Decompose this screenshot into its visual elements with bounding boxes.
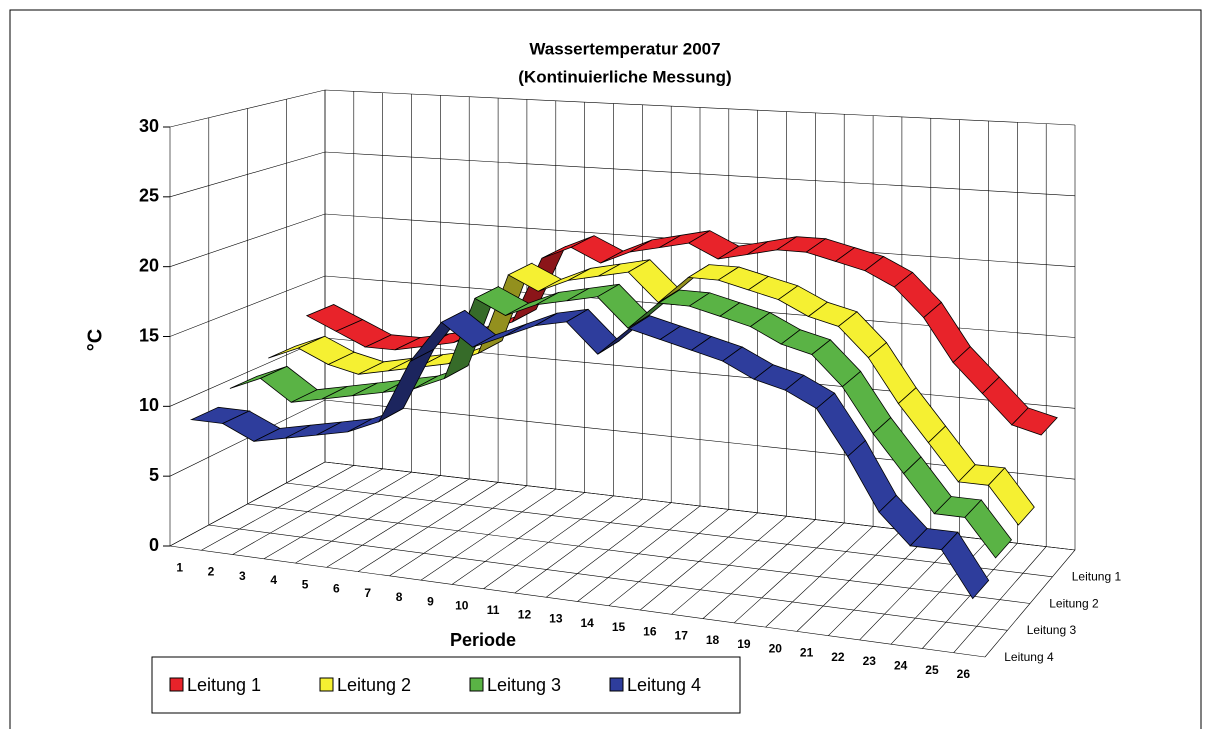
x-tick-label: 24 — [894, 658, 908, 672]
ribbon-segment — [570, 235, 624, 264]
x-tick-label: 25 — [925, 663, 939, 677]
x-tick-label: 26 — [957, 667, 971, 681]
y-tick-label: 30 — [139, 116, 159, 136]
ribbon-segment — [964, 499, 1013, 559]
floor-line — [285, 99, 1053, 578]
legend-label: Leitung 4 — [627, 675, 701, 695]
chart-title: Wassertemperatur 2007 — [529, 39, 720, 58]
legend — [151, 656, 741, 714]
ribbon-segment — [940, 531, 990, 600]
x-tick-label: 3 — [239, 569, 246, 583]
y-tick-label: 10 — [139, 395, 159, 415]
x-tick-label: 14 — [580, 616, 594, 630]
x-tick-label: 17 — [675, 629, 689, 643]
legend-swatch — [609, 677, 624, 692]
x-tick-label: 4 — [270, 573, 277, 587]
x-tick-label: 6 — [333, 582, 340, 596]
legend-label: Leitung 2 — [337, 675, 411, 695]
x-tick-label: 10 — [455, 599, 469, 613]
floor-line — [324, 90, 1076, 551]
chart-subtitle: (Kontinuierliche Messung) — [518, 67, 731, 86]
x-tick-label: 13 — [549, 612, 563, 626]
legend-label: Leitung 1 — [187, 675, 261, 695]
depth-label: Leitung 4 — [1004, 650, 1054, 664]
ribbon-segment — [1011, 407, 1058, 436]
x-tick-label: 9 — [427, 594, 434, 608]
x-tick-label: 5 — [302, 577, 309, 591]
legend-swatch — [169, 677, 184, 692]
floor-line — [169, 127, 986, 658]
depth-label: Leitung 1 — [1072, 570, 1122, 584]
series-ribbon — [189, 308, 990, 600]
ribbon-segment — [987, 467, 1035, 526]
grid — [163, 89, 1076, 658]
y-tick-label: 0 — [149, 535, 159, 555]
y-axis-label: °C — [84, 329, 106, 351]
y-tick-label: 25 — [139, 186, 159, 206]
x-tick-label: 21 — [800, 646, 814, 660]
grid-line — [169, 89, 1076, 128]
x-tick-label: 12 — [518, 607, 532, 621]
y-tick-label: 5 — [149, 465, 159, 485]
grid-line — [169, 213, 1076, 267]
x-tick-label: 1 — [176, 560, 183, 574]
floor-line — [247, 108, 1031, 604]
x-tick-label: 19 — [737, 637, 751, 651]
legend-swatch — [469, 677, 484, 692]
x-tick-label: 18 — [706, 633, 720, 647]
x-tick-label: 20 — [769, 641, 783, 655]
grid-line — [169, 151, 1076, 198]
legend-label: Leitung 3 — [487, 675, 561, 695]
ribbon-segment — [503, 312, 558, 337]
x-tick-label: 22 — [831, 650, 845, 664]
series-ribbon — [268, 259, 1035, 526]
x-tick-label: 8 — [396, 590, 403, 604]
frame — [9, 9, 1202, 729]
floor-line — [208, 117, 1008, 631]
floor-line — [514, 104, 643, 594]
x-tick-label: 16 — [643, 624, 657, 638]
legend-swatch — [319, 677, 334, 692]
x-tick-label: 23 — [863, 654, 877, 668]
y-tick-label: 15 — [139, 325, 159, 345]
x-tick-label: 7 — [364, 586, 371, 600]
y-tick-label: 20 — [139, 255, 159, 275]
depth-label: Leitung 3 — [1027, 623, 1077, 637]
x-axis-label: Periode — [450, 630, 516, 650]
x-tick-label: 15 — [612, 620, 626, 634]
x-tick-label: 11 — [487, 603, 500, 617]
depth-label: Leitung 2 — [1049, 596, 1099, 610]
x-tick-label: 2 — [208, 565, 215, 579]
